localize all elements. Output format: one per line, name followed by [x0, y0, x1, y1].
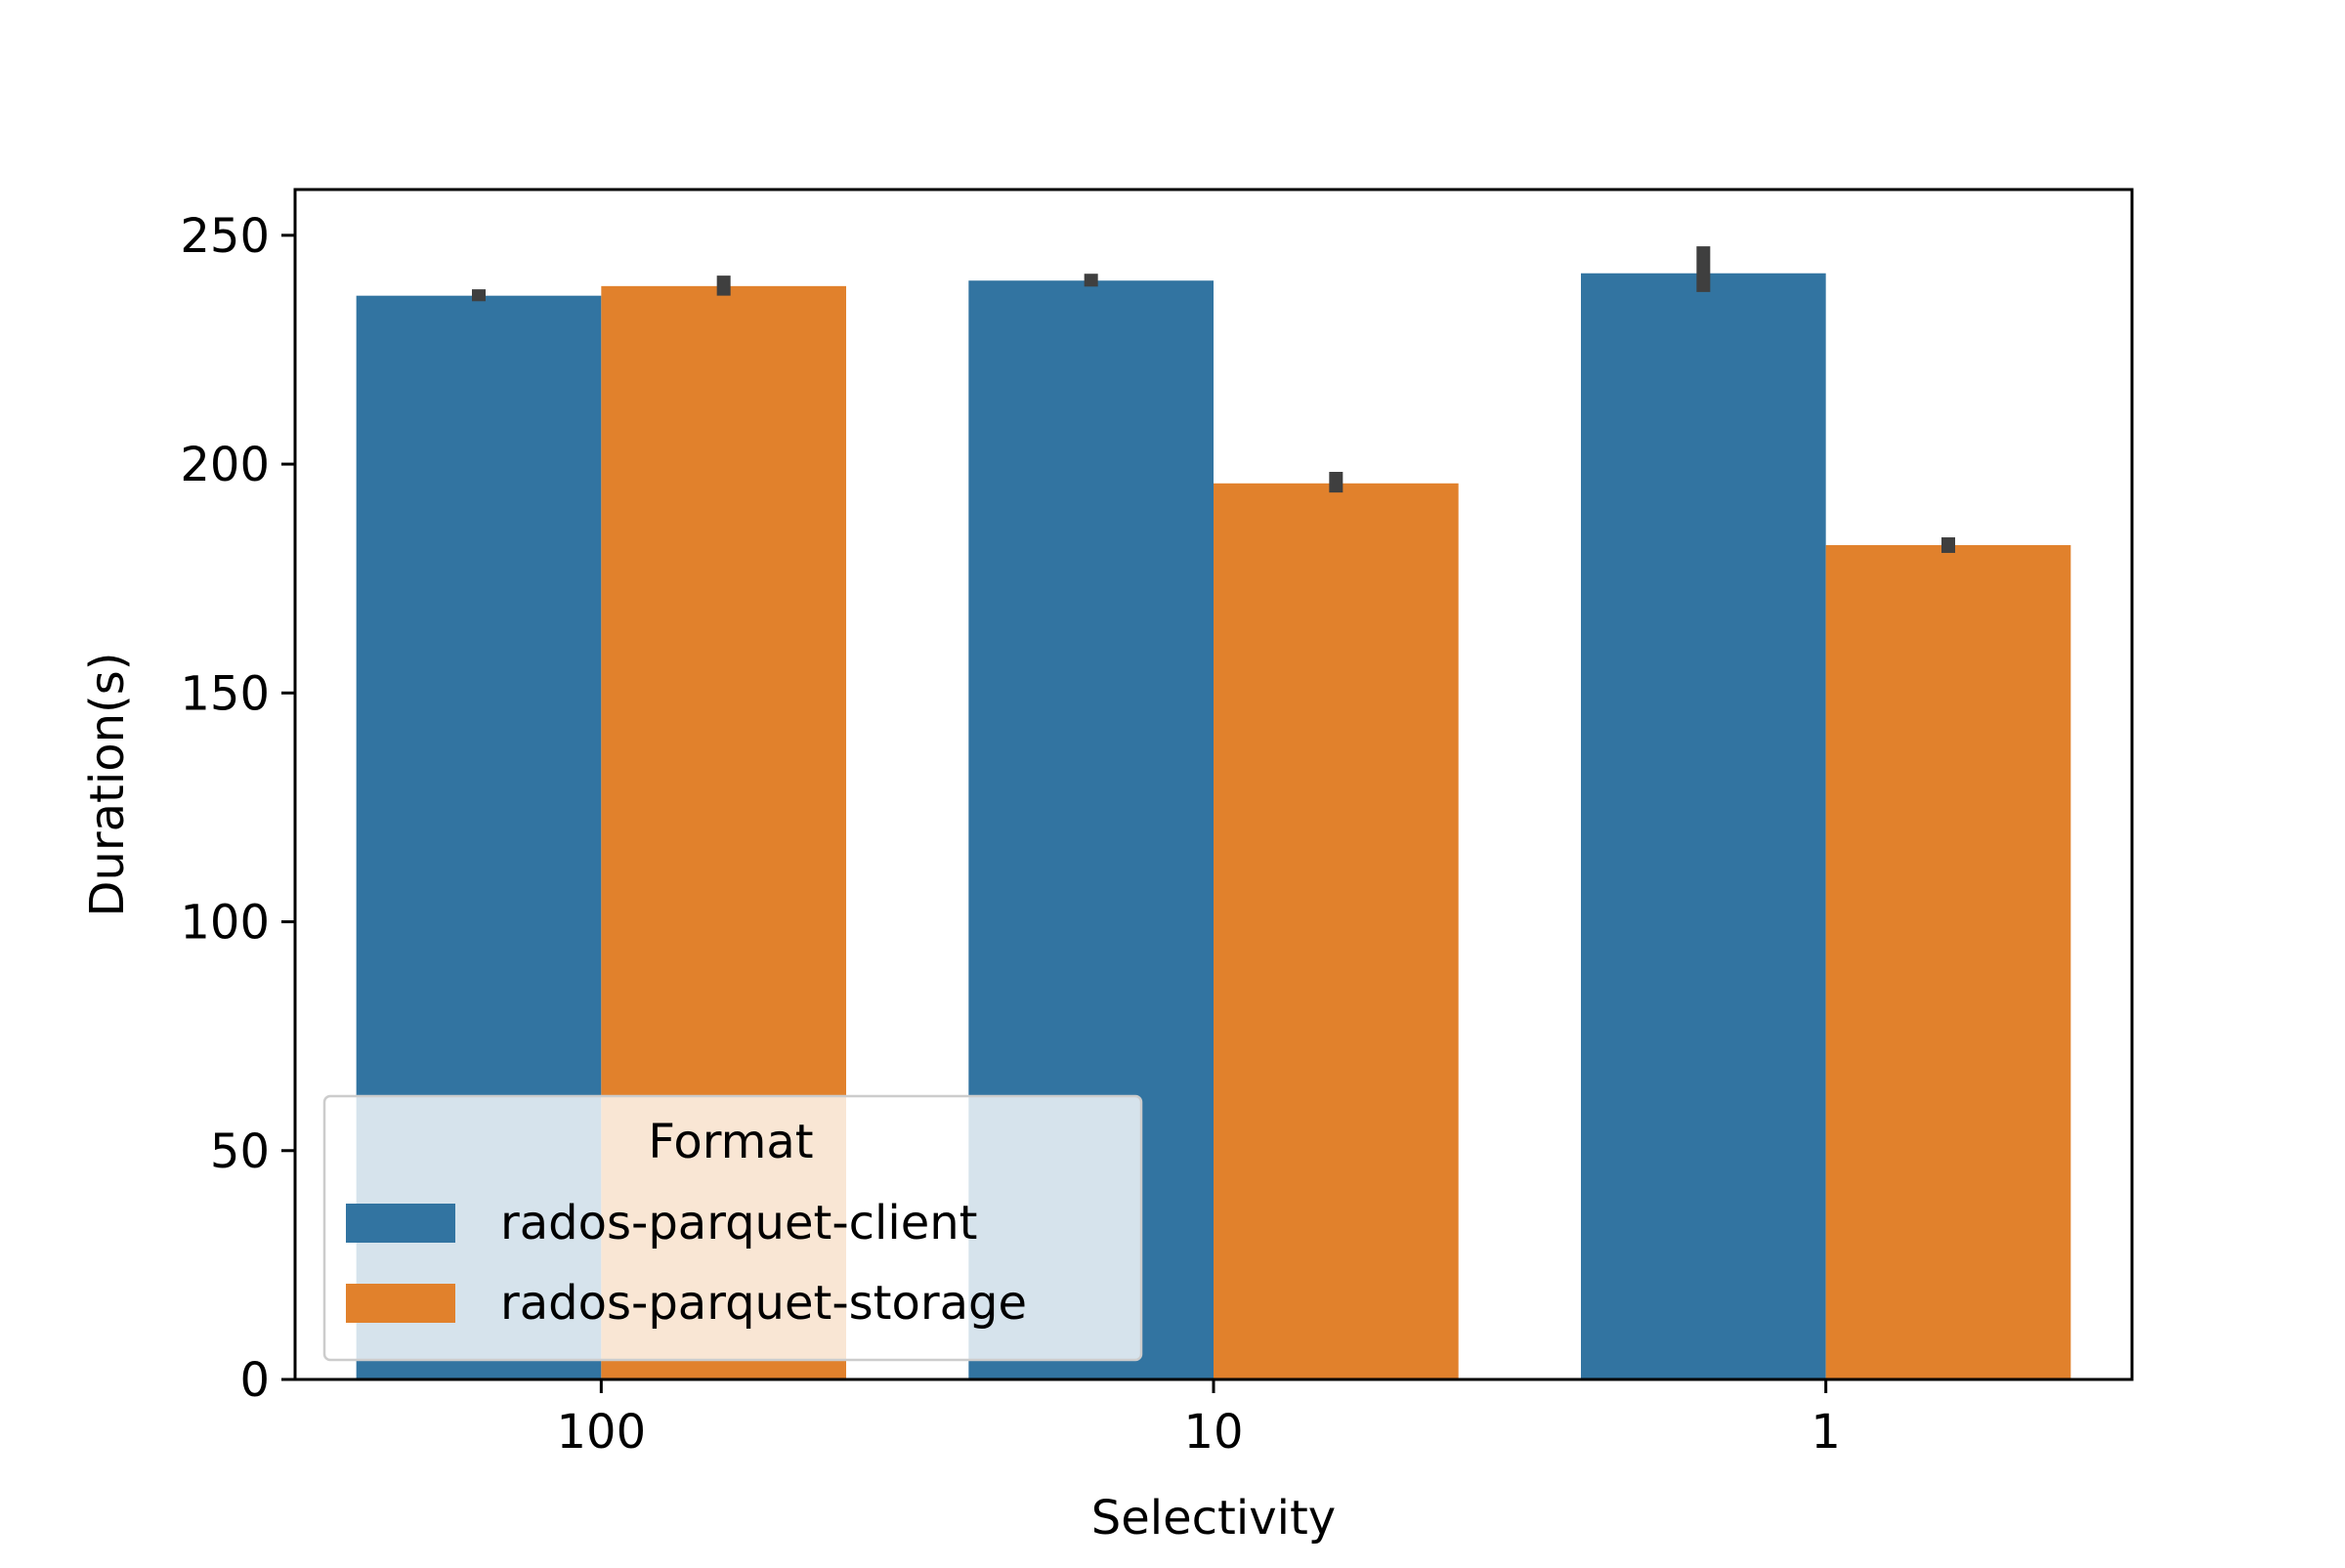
legend-label-rados-parquet-client: rados-parquet-client [500, 1196, 977, 1250]
y-tick-label-50: 50 [210, 1124, 270, 1179]
y-tick-label-150: 150 [180, 666, 270, 721]
y-tick-label-100: 100 [180, 896, 270, 951]
legend-box [322, 1094, 1143, 1362]
legend: Format rados-parquet-client rados-parquet… [322, 1094, 1143, 1362]
legend-swatch-rados-parquet-storage [346, 1284, 455, 1323]
x-tick-label-1: 1 [1811, 1405, 1841, 1460]
x-axis: 100 10 1 [557, 1379, 1841, 1460]
y-axis: 0 50 100 150 200 250 [180, 209, 295, 1408]
legend-title: Format [648, 1115, 813, 1169]
y-tick-label-250: 250 [180, 209, 270, 264]
y-tick-label-200: 200 [180, 438, 270, 492]
bar-rados-parquet-client-1 [1581, 273, 1826, 1379]
bar-rados-parquet-storage-1 [1825, 544, 2071, 1379]
x-axis-label: Selectivity [1091, 1491, 1336, 1546]
legend-swatch-rados-parquet-client [346, 1204, 455, 1243]
y-axis-label: Duration(s) [80, 653, 135, 917]
legend-label-rados-parquet-storage: rados-parquet-storage [500, 1276, 1027, 1331]
y-tick-label-0: 0 [239, 1353, 270, 1408]
bar-rados-parquet-storage-10 [1214, 483, 1459, 1379]
bars-layer [356, 273, 2071, 1379]
error-bars-layer [472, 246, 1955, 553]
x-tick-label-10: 10 [1183, 1405, 1243, 1460]
x-tick-label-100: 100 [557, 1405, 647, 1460]
